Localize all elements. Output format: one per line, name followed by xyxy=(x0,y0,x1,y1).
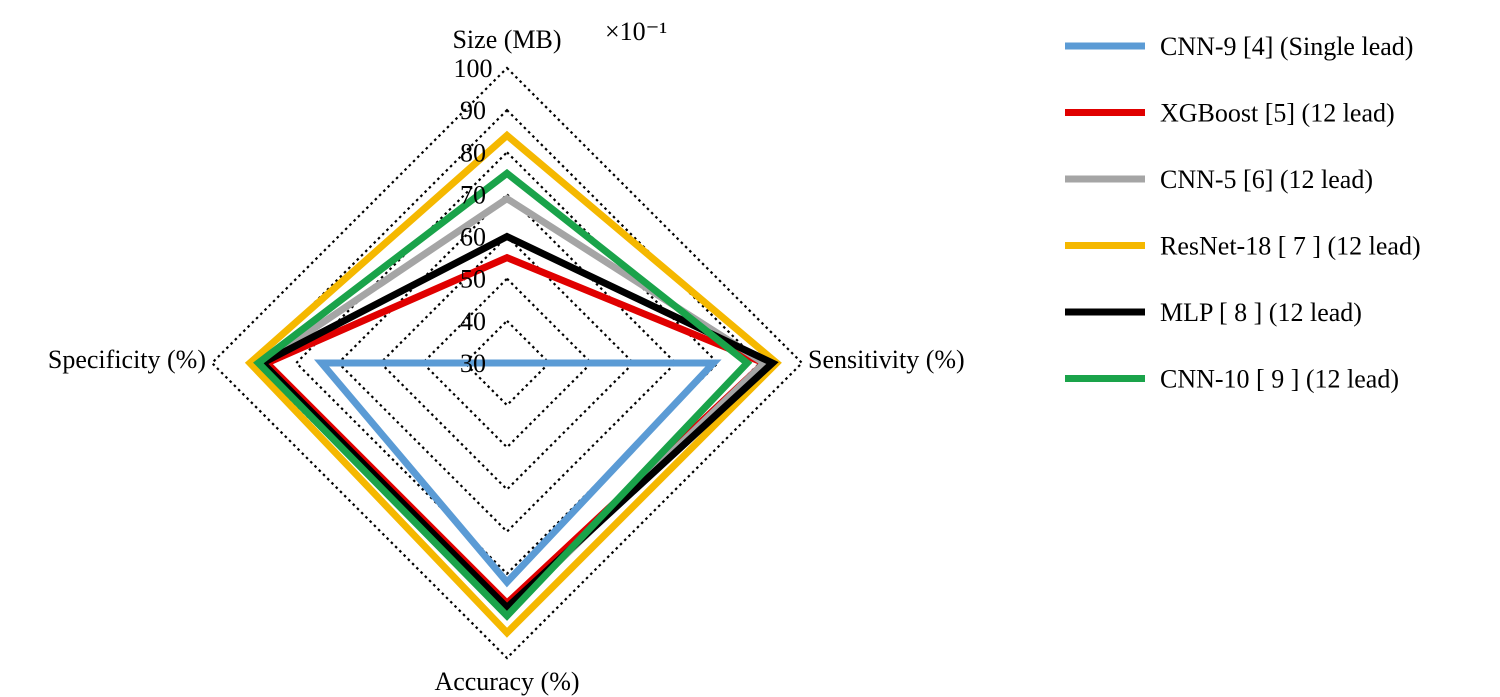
series-cnn-9-polygon xyxy=(314,359,722,588)
tick-label-60: 60 xyxy=(460,223,486,252)
legend-label-mlp: MLP [ 8 ] (12 lead) xyxy=(1160,298,1362,327)
tick-label-80: 80 xyxy=(460,138,486,167)
legend-label-resnet-18: ResNet-18 [ 7 ] (12 lead) xyxy=(1160,232,1421,261)
axis-label-sensitivity: Sensitivity (%) xyxy=(808,345,965,374)
tick-label-40: 40 xyxy=(460,307,486,336)
grid-ring-100 xyxy=(210,66,804,660)
legend-label-cnn-5: CNN-5 [6] (12 lead) xyxy=(1160,165,1373,194)
series-resnet-18-polygon xyxy=(244,130,782,638)
legend-label-cnn-10: CNN-10 [ 9 ] (12 lead) xyxy=(1160,365,1399,394)
legend: CNN-9 [4] (Single lead) XGBoost [5] (12 l… xyxy=(1065,32,1421,394)
axis-label-accuracy: Accuracy (%) xyxy=(434,667,579,696)
series-mlp-polygon xyxy=(256,232,779,613)
tick-label-30: 30 xyxy=(460,349,486,378)
series-cnn-10-polygon xyxy=(253,168,753,621)
legend-label-xgboost: XGBoost [5] (12 lead) xyxy=(1160,99,1395,128)
grid-ring-50 xyxy=(421,277,593,449)
tick-label-100: 100 xyxy=(454,54,493,83)
axis-label-size: Size (MB) xyxy=(452,25,561,54)
radial-tick-labels: 30 40 50 60 70 80 90 100 xyxy=(454,54,493,378)
grid-ring-60 xyxy=(379,235,635,491)
grid-ring-40 xyxy=(463,319,551,407)
tick-label-90: 90 xyxy=(460,96,486,125)
tick-label-70: 70 xyxy=(460,180,486,209)
axis-label-specificity: Specificity (%) xyxy=(48,345,206,374)
grid-ring-80 xyxy=(294,150,720,576)
axis-scale-note: ×10⁻¹ xyxy=(605,17,667,46)
series-polygons xyxy=(244,130,782,638)
legend-label-cnn-9: CNN-9 [4] (Single lead) xyxy=(1160,32,1413,61)
tick-label-50: 50 xyxy=(460,265,486,294)
